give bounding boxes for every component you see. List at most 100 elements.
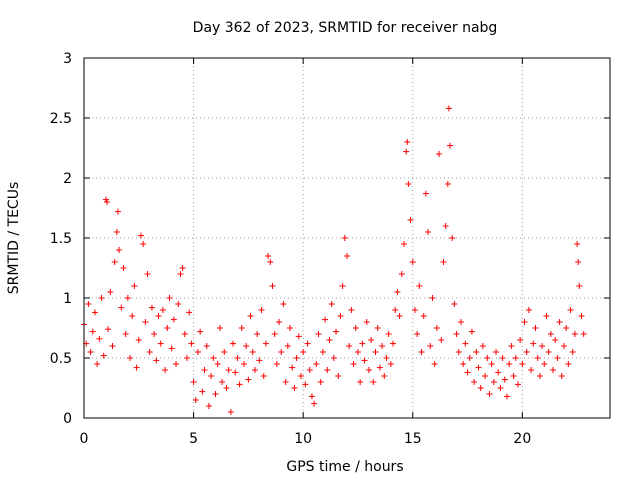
data-point-marker (276, 319, 283, 325)
data-point-marker (120, 265, 127, 271)
data-point-marker (107, 289, 114, 295)
data-point-marker (322, 316, 329, 323)
data-point-marker (114, 208, 121, 215)
data-point-marker (302, 381, 309, 388)
data-point-marker (392, 307, 399, 313)
data-point-marker (545, 349, 552, 355)
data-point-marker (405, 181, 412, 187)
data-point-marker (455, 349, 462, 355)
data-point-marker (282, 379, 289, 385)
data-point-marker (306, 367, 313, 373)
data-point-marker (404, 139, 411, 145)
data-point-marker (212, 391, 219, 397)
data-point-marker (230, 340, 237, 347)
data-point-marker (146, 349, 153, 355)
data-point-marker (523, 349, 530, 355)
data-point-marker (247, 313, 254, 319)
data-point-marker (440, 259, 447, 265)
y-tick-label: 0.5 (50, 351, 72, 367)
data-point-marker (319, 349, 326, 355)
data-point-marker (447, 142, 454, 149)
data-point-marker (560, 343, 567, 349)
data-point-marker (87, 349, 94, 355)
data-point-marker (372, 349, 379, 355)
data-point-marker (148, 304, 155, 311)
data-point-marker (214, 361, 221, 367)
data-point-marker (330, 355, 337, 361)
data-point-marker (539, 343, 546, 349)
data-point-marker (91, 309, 98, 316)
data-point-marker (460, 361, 467, 367)
data-point-marker (482, 373, 489, 379)
data-point-marker (341, 235, 348, 241)
data-point-marker (383, 355, 390, 361)
data-point-marker (508, 343, 515, 349)
data-point-marker (499, 355, 506, 361)
data-point-marker (179, 265, 186, 271)
data-point-marker (525, 307, 532, 313)
data-point-marker (232, 369, 239, 376)
data-point-marker (543, 313, 550, 319)
data-point-marker (348, 307, 355, 313)
data-point-marker (262, 340, 269, 347)
data-point-marker (256, 357, 263, 364)
data-point-marker (129, 313, 136, 319)
data-point-marker (552, 337, 559, 343)
y-tick-label: 1 (63, 291, 72, 307)
data-point-marker (569, 349, 576, 355)
data-point-marker (501, 376, 508, 383)
data-point-marker (260, 373, 267, 379)
axis-ticks: 0 5 10 15 20 0 0.5 1 1.5 2 2.5 3 (50, 51, 610, 447)
data-point-marker (519, 361, 526, 367)
data-point-marker (238, 325, 245, 331)
data-point-marker (324, 367, 331, 373)
data-point-marker (205, 403, 212, 409)
data-point-marker (436, 151, 443, 157)
data-point-marker (477, 385, 484, 391)
data-point-marker (192, 397, 199, 403)
data-point-marker (445, 105, 452, 112)
data-point-marker (427, 343, 434, 349)
data-point-marker (563, 325, 570, 331)
x-axis-label: GPS time / hours (286, 459, 403, 475)
data-point-marker (162, 367, 169, 373)
data-point-marker (258, 307, 265, 313)
data-point-marker (265, 253, 272, 259)
data-point-marker (547, 331, 554, 337)
data-point-marker (234, 355, 241, 361)
data-point-marker (416, 283, 423, 289)
data-point-marker (142, 319, 149, 325)
data-point-marker (350, 361, 357, 367)
data-point-marker (493, 349, 500, 355)
data-point-marker (109, 343, 116, 349)
data-point-marker (457, 319, 464, 325)
data-point-marker (471, 379, 478, 385)
data-point-marker (208, 373, 215, 379)
y-tick-label: 2 (63, 171, 72, 187)
data-point-marker (159, 307, 166, 313)
data-point-marker (116, 247, 123, 253)
data-point-marker (85, 301, 92, 307)
data-point-marker (361, 357, 368, 364)
data-point-marker (225, 367, 232, 373)
data-point-marker (96, 335, 103, 342)
data-point-marker (418, 349, 425, 355)
data-point-marker (473, 349, 480, 355)
data-point-marker (512, 355, 519, 361)
data-point-marker (113, 229, 120, 235)
data-point-marker (308, 393, 315, 400)
data-point-marker (394, 289, 401, 295)
data-point-marker (475, 364, 482, 371)
data-point-marker (422, 190, 429, 197)
data-point-marker (541, 361, 548, 367)
data-point-marker (398, 271, 405, 277)
data-point-marker (100, 352, 107, 359)
data-point-marker (363, 319, 370, 325)
data-point-marker (251, 367, 258, 373)
data-point-marker (376, 364, 383, 371)
data-point-marker (503, 393, 510, 400)
data-point-marker (300, 349, 307, 355)
data-point-marker (111, 259, 118, 265)
x-tick-label: 5 (189, 431, 198, 447)
y-tick-label: 3 (63, 51, 72, 67)
